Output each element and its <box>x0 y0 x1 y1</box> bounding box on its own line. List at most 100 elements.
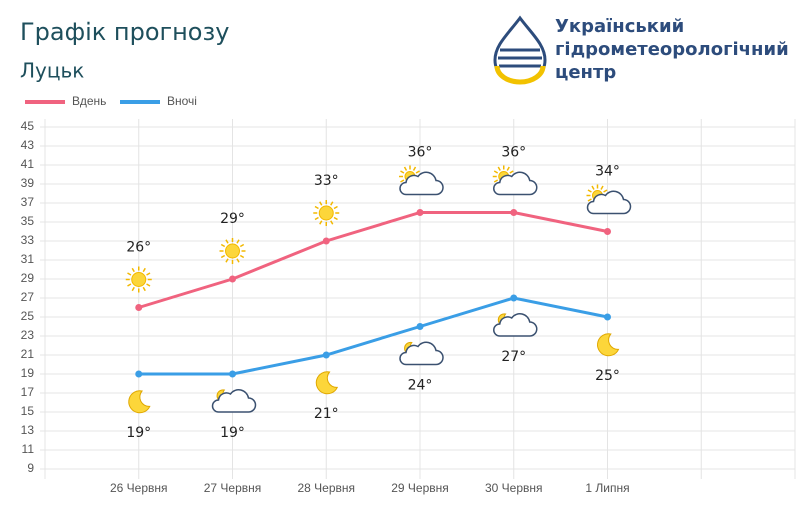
logo-text: центр <box>555 62 616 83</box>
x-tick-label: 30 Червня <box>485 481 543 495</box>
data-point <box>322 351 330 359</box>
y-tick-label: 41 <box>21 157 35 171</box>
x-tick-label: 1 Липня <box>585 481 629 495</box>
x-tick-label: 28 Червня <box>297 481 355 495</box>
sun-ray <box>600 185 604 190</box>
y-tick-label: 27 <box>21 290 35 304</box>
data-label: 34° <box>595 164 620 180</box>
cloud <box>493 171 538 196</box>
logo-text: гідрометеорологічний <box>555 39 789 60</box>
data-point <box>229 275 236 283</box>
sun-ray <box>127 283 132 287</box>
sun-ray <box>236 258 240 263</box>
chart-subtitle: Луцьк <box>20 59 84 83</box>
sun-ray <box>236 239 240 244</box>
y-tick-label: 23 <box>21 328 35 342</box>
sun-ray <box>400 179 405 183</box>
moon <box>128 390 151 414</box>
y-tick-label: 31 <box>21 252 35 266</box>
sun-ray <box>603 189 608 193</box>
data-label: 26° <box>126 240 151 256</box>
sun-ray <box>314 205 319 210</box>
moon <box>597 333 620 357</box>
sun-disc <box>318 205 334 221</box>
data-label: 24° <box>408 378 433 394</box>
logo-text: Український <box>555 16 684 37</box>
series-line <box>138 211 608 309</box>
y-tick-label: 15 <box>21 404 35 418</box>
sun-ray <box>330 201 334 206</box>
chart-title: Графік прогнозу <box>20 18 229 46</box>
sun-ray <box>591 185 595 190</box>
weather-icon <box>597 333 620 357</box>
series-line <box>138 296 608 376</box>
cloud <box>211 389 257 413</box>
sun-ray <box>493 170 499 174</box>
data-label: 19° <box>126 425 151 441</box>
cloud <box>586 190 632 215</box>
sun-ray <box>319 220 323 225</box>
sun-ray <box>127 272 132 276</box>
weather-icon <box>219 238 246 264</box>
sun-ray <box>146 272 151 276</box>
sun-ray <box>415 170 420 174</box>
weather-icon <box>493 313 538 337</box>
data-label: 25° <box>595 368 620 384</box>
cloud <box>399 341 444 366</box>
y-tick-label: 9 <box>27 461 34 475</box>
cloud <box>399 171 444 196</box>
data-point <box>229 370 236 378</box>
sun-ray <box>220 254 226 259</box>
sun-ray <box>400 170 405 174</box>
sun-ray <box>403 166 408 171</box>
y-tick-label: 35 <box>21 214 35 228</box>
x-tick-label: 26 Червня <box>110 481 168 495</box>
sun-ray <box>239 254 245 259</box>
data-label: 36° <box>408 145 433 161</box>
data-label: 29° <box>220 211 245 227</box>
data-label: 36° <box>501 145 526 161</box>
sun-ray <box>587 189 592 193</box>
legend-label: Вночі <box>167 94 197 108</box>
data-point <box>416 209 424 216</box>
sun-ray <box>142 286 146 292</box>
weather-icon <box>399 165 444 196</box>
sun-ray <box>333 205 338 210</box>
weather-icon <box>586 184 632 215</box>
weather-icon <box>125 266 152 293</box>
sun-ray <box>497 166 501 171</box>
sun-ray <box>333 216 338 221</box>
data-point <box>604 228 611 235</box>
data-point <box>322 237 330 245</box>
x-tick-label: 27 Червня <box>204 481 262 495</box>
data-label: 33° <box>314 173 339 189</box>
y-tick-label: 43 <box>21 138 35 152</box>
weather-icon <box>315 371 339 395</box>
data-point <box>135 304 143 311</box>
sun-ray <box>493 179 499 183</box>
sun-ray <box>225 258 229 263</box>
y-tick-label: 45 <box>21 119 35 133</box>
sun-ray <box>509 170 514 174</box>
weather-icon <box>492 165 538 196</box>
logo-icon <box>493 15 547 85</box>
sun-ray <box>239 243 245 248</box>
legend-label: Вдень <box>72 94 106 108</box>
y-tick-label: 25 <box>21 309 35 323</box>
sun-ray <box>587 198 592 202</box>
data-point <box>510 294 518 302</box>
weather-icon <box>313 200 340 226</box>
sun-ray <box>131 286 135 292</box>
sun-ray <box>330 220 334 225</box>
data-point <box>416 323 424 330</box>
sun-ray <box>319 201 323 206</box>
data-label: 19° <box>220 425 245 441</box>
data-point <box>604 313 611 321</box>
sun-ray <box>131 267 135 273</box>
sun-ray <box>146 283 151 287</box>
moon <box>315 371 339 395</box>
sun-ray <box>220 243 226 248</box>
sun-disc <box>131 272 147 287</box>
data-label: 27° <box>501 349 526 365</box>
